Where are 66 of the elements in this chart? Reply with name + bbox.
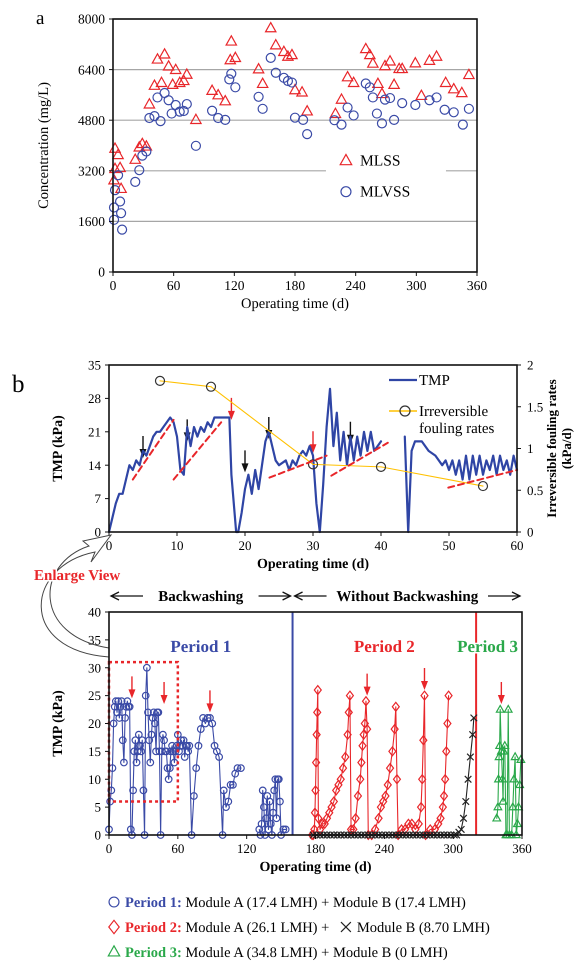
x-tick-label: 360 (466, 278, 488, 293)
legend-label: Irreversible fouling rates (419, 404, 495, 437)
y-tick-label: 35 (88, 358, 101, 373)
legend-label: TMP (419, 373, 450, 389)
x-tick-label: 300 (443, 841, 463, 856)
y-tick-label: 3200 (78, 164, 106, 179)
x-tick-label: 60 (166, 278, 181, 293)
x-tick-label: 240 (374, 841, 394, 856)
legend-label: Module B (8.70 LMH) (356, 920, 490, 936)
y-tick-label: 0 (98, 264, 106, 280)
legend-label: MLVSS (360, 184, 410, 201)
y-tick-label: 25 (88, 688, 101, 704)
x-tick-label: 180 (284, 278, 306, 293)
legend-label: Period 1: Module A (17.4 LMH) + Module B (17.4 LMH) (125, 895, 466, 911)
chart-title: a (36, 8, 45, 29)
y-tick-label: 30 (88, 660, 101, 676)
y2-tick-label: 1.5 (527, 399, 544, 414)
y-tick-label: 14 (88, 458, 102, 473)
y-axis-title: TMP (kPa) (51, 414, 66, 482)
y-tick-label: 20 (88, 716, 101, 732)
x-tick-label: 30 (306, 538, 320, 553)
x-tick-label: 40 (374, 538, 388, 553)
x-tick-label: 20 (238, 538, 252, 553)
chart-title: b (12, 371, 24, 398)
y-tick-label: 28 (88, 390, 101, 406)
x-tick-label: 120 (236, 841, 256, 856)
text: Backwashing (158, 589, 244, 605)
x-tick-label: 50 (442, 538, 456, 553)
y2-tick-label: 1 (527, 441, 534, 456)
x-axis-title: Operating time (d) (241, 296, 350, 312)
y-axis-title: Concentration (mg/L) (36, 82, 52, 209)
y-tick-label: 1600 (78, 214, 106, 230)
annotation: Period 2 (354, 637, 415, 656)
y-tick-label: 10 (88, 772, 101, 787)
x-tick-label: 0 (110, 278, 117, 293)
y2-tick-label: 0 (527, 524, 534, 540)
y2-tick-label: 0.5 (527, 482, 544, 498)
annotation: Period 1 (170, 637, 232, 656)
x-tick-label: 240 (346, 278, 366, 293)
y-tick-label: 35 (88, 632, 101, 648)
x-tick-label: 120 (224, 278, 245, 293)
y-tick-label: 5 (94, 800, 101, 815)
x-tick-label: 300 (406, 278, 427, 293)
y-tick-label: 4800 (78, 112, 106, 128)
x-tick-label: 360 (512, 841, 532, 856)
y-tick-label: 21 (88, 424, 101, 440)
x-axis-title: Operating time (d) (260, 860, 372, 875)
x-axis-title: Operating time (d) (257, 557, 370, 572)
legend-label: Period 2: Module A (26.1 LMH) + (125, 920, 330, 936)
y-tick-label: 7 (94, 491, 102, 506)
x-tick-label: 180 (306, 841, 326, 856)
legend-label: Period 3: Module A (34.8 LMH) + Module B (0 LMH) (125, 945, 448, 961)
y-tick-label: 0 (94, 828, 101, 843)
x-tick-label: 60 (510, 538, 524, 553)
text: Without Backwashing (336, 589, 479, 605)
x-tick-label: 10 (170, 538, 184, 553)
x-tick-label: 60 (171, 841, 184, 856)
y-tick-label: 6400 (78, 62, 106, 78)
y2-tick-label: 2 (527, 358, 534, 373)
legend-label: MLSS (360, 152, 400, 170)
y-tick-label: 8000 (78, 12, 106, 27)
y2-axis-title: Irreversible fouling rates (kPa/d) (544, 379, 574, 518)
y-tick-label: 40 (88, 604, 101, 620)
y-tick-label: 0 (94, 524, 101, 540)
y-tick-label: 15 (88, 744, 101, 759)
y-axis-title: TMP (kPa) (51, 690, 66, 757)
